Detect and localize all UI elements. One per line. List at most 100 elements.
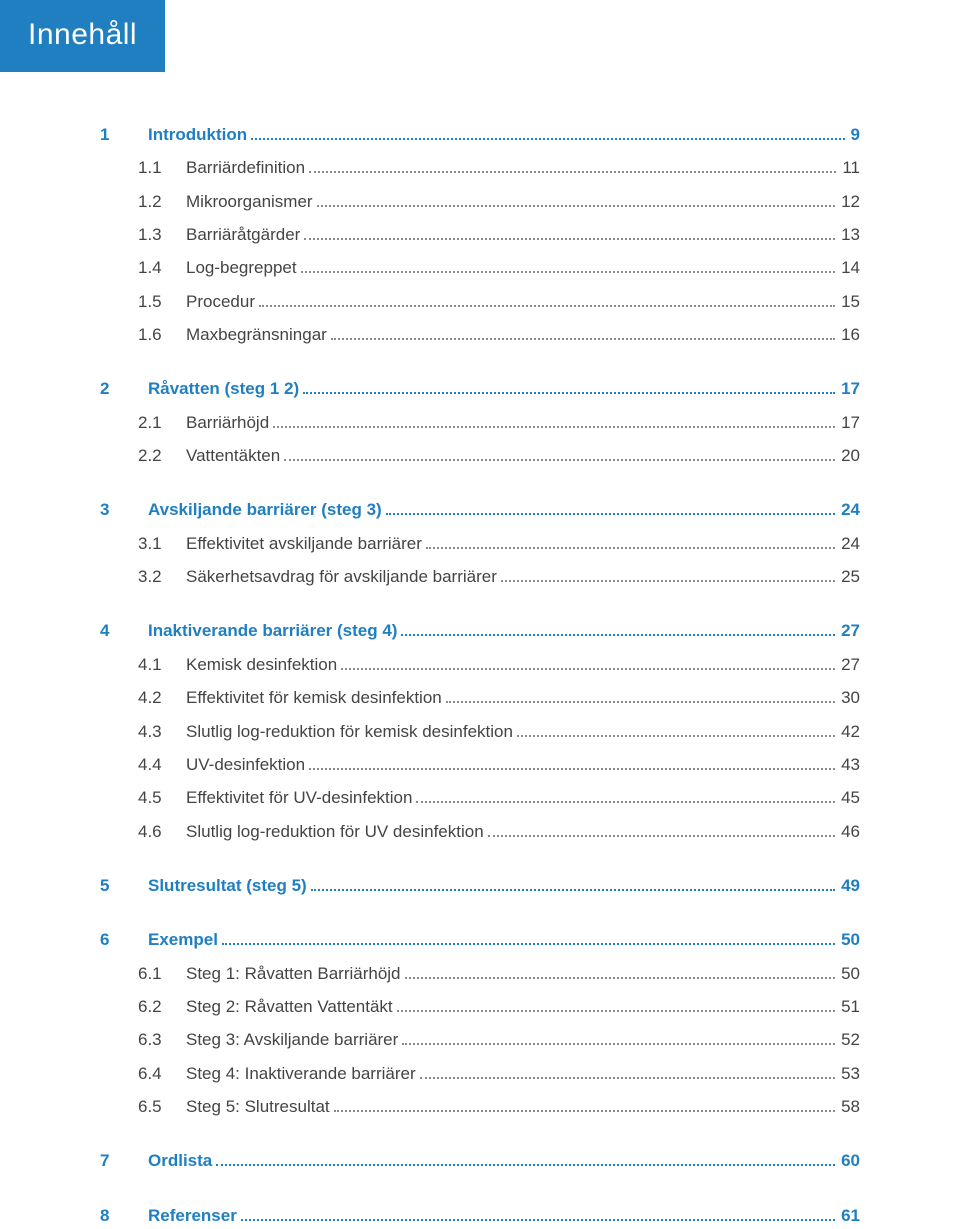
toc-subentry[interactable]: 4.5Effektivitet för UV-desinfektion45	[100, 785, 860, 811]
toc-leader	[488, 835, 835, 837]
toc-subentry-label: Mikroorganismer	[186, 189, 313, 215]
toc-entry-page: 27	[839, 618, 860, 644]
toc-subentry-number: 6.3	[138, 1027, 186, 1053]
toc-subentry-page: 24	[839, 531, 860, 557]
toc-subentry-label: Barriärdefinition	[186, 155, 305, 181]
toc-subentry-number: 6.1	[138, 961, 186, 987]
toc-subentry-number: 4.1	[138, 652, 186, 678]
toc-entry-label: Referenser	[148, 1203, 237, 1229]
toc-section: 6Exempel506.1Steg 1: Råvatten Barriärhöj…	[100, 927, 860, 1120]
toc-subentry-label: Steg 4: Inaktiverande barriärer	[186, 1061, 416, 1087]
toc-subentry-label: Säkerhetsavdrag för avskiljande barriäre…	[186, 564, 497, 590]
toc-subentry[interactable]: 3.1Effektivitet avskiljande barriärer24	[100, 531, 860, 557]
toc-subentry-number: 4.6	[138, 819, 186, 845]
toc-subentry-page: 13	[839, 222, 860, 248]
toc-subentry-page: 43	[839, 752, 860, 778]
toc-entry[interactable]: 2Råvatten (steg 1 2)17	[100, 376, 860, 402]
toc-entry[interactable]: 5Slutresultat (steg 5)49	[100, 873, 860, 899]
toc-subentry-page: 42	[839, 719, 860, 745]
toc-subentry-number: 4.2	[138, 685, 186, 711]
toc-subentry-number: 3.1	[138, 531, 186, 557]
toc-leader	[416, 801, 835, 803]
toc-entry[interactable]: 4Inaktiverande barriärer (steg 4)27	[100, 618, 860, 644]
table-of-contents: 1Introduktion91.1Barriärdefinition111.2M…	[0, 122, 960, 1229]
toc-leader	[517, 735, 835, 737]
toc-subentry[interactable]: 1.3Barriäråtgärder13	[100, 222, 860, 248]
toc-leader	[309, 768, 835, 770]
toc-subentry-page: 30	[839, 685, 860, 711]
toc-entry-label: Exempel	[148, 927, 218, 953]
toc-subentry-label: Effektivitet för UV-desinfektion	[186, 785, 412, 811]
toc-leader	[446, 701, 835, 703]
toc-entry[interactable]: 7Ordlista 60	[100, 1148, 860, 1174]
toc-subentry-page: 17	[839, 410, 860, 436]
toc-entry-label: Ordlista	[148, 1148, 212, 1174]
toc-entry-page: 61	[839, 1203, 860, 1229]
toc-subentry[interactable]: 6.3Steg 3: Avskiljande barriärer 52	[100, 1027, 860, 1053]
toc-subentry[interactable]: 6.4Steg 4: Inaktiverande barriärer53	[100, 1061, 860, 1087]
toc-section: 4Inaktiverande barriärer (steg 4)27 4.1Ke…	[100, 618, 860, 844]
toc-entry[interactable]: 3Avskiljande barriärer (steg 3) 24	[100, 497, 860, 523]
toc-subentry-number: 2.1	[138, 410, 186, 436]
toc-leader	[334, 1110, 835, 1112]
toc-entry-label: Avskiljande barriärer (steg 3)	[148, 497, 382, 523]
toc-leader	[241, 1219, 835, 1221]
toc-leader	[405, 977, 836, 979]
toc-section: 2Råvatten (steg 1 2)172.1Barriärhöjd172.…	[100, 376, 860, 469]
toc-subentry-page: 11	[840, 155, 860, 181]
toc-subentry[interactable]: 6.5Steg 5: Slutresultat58	[100, 1094, 860, 1120]
toc-subentry[interactable]: 4.4UV-desinfektion 43	[100, 752, 860, 778]
toc-subentry[interactable]: 2.2Vattentäkten20	[100, 443, 860, 469]
toc-entry[interactable]: 8Referenser 61	[100, 1203, 860, 1229]
toc-entry-label: Introduktion	[148, 122, 247, 148]
toc-leader	[401, 634, 835, 636]
toc-entry-page: 24	[839, 497, 860, 523]
toc-subentry-label: Steg 3: Avskiljande barriärer	[186, 1027, 398, 1053]
toc-section: 1Introduktion91.1Barriärdefinition111.2M…	[100, 122, 860, 348]
toc-leader	[222, 943, 835, 945]
toc-subentry-page: 27	[839, 652, 860, 678]
toc-subentry[interactable]: 1.4Log-begreppet14	[100, 255, 860, 281]
toc-subentry[interactable]: 1.5Procedur15	[100, 289, 860, 315]
toc-subentry-label: Kemisk desinfektion	[186, 652, 337, 678]
toc-leader	[341, 668, 835, 670]
toc-section: 3Avskiljande barriärer (steg 3)243.1Effe…	[100, 497, 860, 590]
toc-entry-number: 5	[100, 873, 148, 899]
toc-subentry[interactable]: 6.2Steg 2: Råvatten Vattentäkt51	[100, 994, 860, 1020]
toc-subentry-number: 1.5	[138, 289, 186, 315]
toc-subentry-label: UV-desinfektion	[186, 752, 305, 778]
toc-subentry[interactable]: 4.6Slutlig log-reduktion för UV desinfek…	[100, 819, 860, 845]
toc-subentry-page: 52	[839, 1027, 860, 1053]
toc-leader	[331, 338, 835, 340]
toc-subentry-number: 4.4	[138, 752, 186, 778]
toc-entry-page: 50	[839, 927, 860, 953]
toc-subentry-label: Effektivitet för kemisk desinfektion	[186, 685, 442, 711]
toc-subentry[interactable]: 1.1Barriärdefinition 11	[100, 155, 860, 181]
toc-subentry-label: Vattentäkten	[186, 443, 280, 469]
toc-subentry-number: 1.1	[138, 155, 186, 181]
toc-subentry-page: 12	[839, 189, 860, 215]
toc-subentry-number: 4.3	[138, 719, 186, 745]
toc-subentry-label: Slutlig log-reduktion för UV desinfektio…	[186, 819, 484, 845]
toc-entry-number: 8	[100, 1203, 148, 1229]
toc-subentry-label: Log-begreppet	[186, 255, 297, 281]
toc-entry-number: 7	[100, 1148, 148, 1174]
toc-subentry[interactable]: 6.1Steg 1: Råvatten Barriärhöjd50	[100, 961, 860, 987]
toc-subentry-number: 1.4	[138, 255, 186, 281]
toc-subentry[interactable]: 1.6Maxbegränsningar16	[100, 322, 860, 348]
toc-entry[interactable]: 6Exempel50	[100, 927, 860, 953]
toc-subentry[interactable]: 4.3Slutlig log-reduktion för kemisk desi…	[100, 719, 860, 745]
toc-entry[interactable]: 1Introduktion9	[100, 122, 860, 148]
toc-subentry[interactable]: 1.2Mikroorganismer12	[100, 189, 860, 215]
toc-subentry-label: Barriäråtgärder	[186, 222, 300, 248]
toc-subentry-number: 1.6	[138, 322, 186, 348]
toc-subentry[interactable]: 4.2Effektivitet för kemisk desinfektion 3…	[100, 685, 860, 711]
toc-subentry[interactable]: 4.1Kemisk desinfektion 27	[100, 652, 860, 678]
toc-entry-number: 3	[100, 497, 148, 523]
toc-subentry[interactable]: 2.1Barriärhöjd17	[100, 410, 860, 436]
toc-subentry-label: Slutlig log-reduktion för kemisk desinfe…	[186, 719, 513, 745]
toc-entry-page: 60	[839, 1148, 860, 1174]
toc-subentry[interactable]: 3.2Säkerhetsavdrag för avskiljande barri…	[100, 564, 860, 590]
toc-subentry-number: 6.2	[138, 994, 186, 1020]
toc-leader	[259, 305, 835, 307]
